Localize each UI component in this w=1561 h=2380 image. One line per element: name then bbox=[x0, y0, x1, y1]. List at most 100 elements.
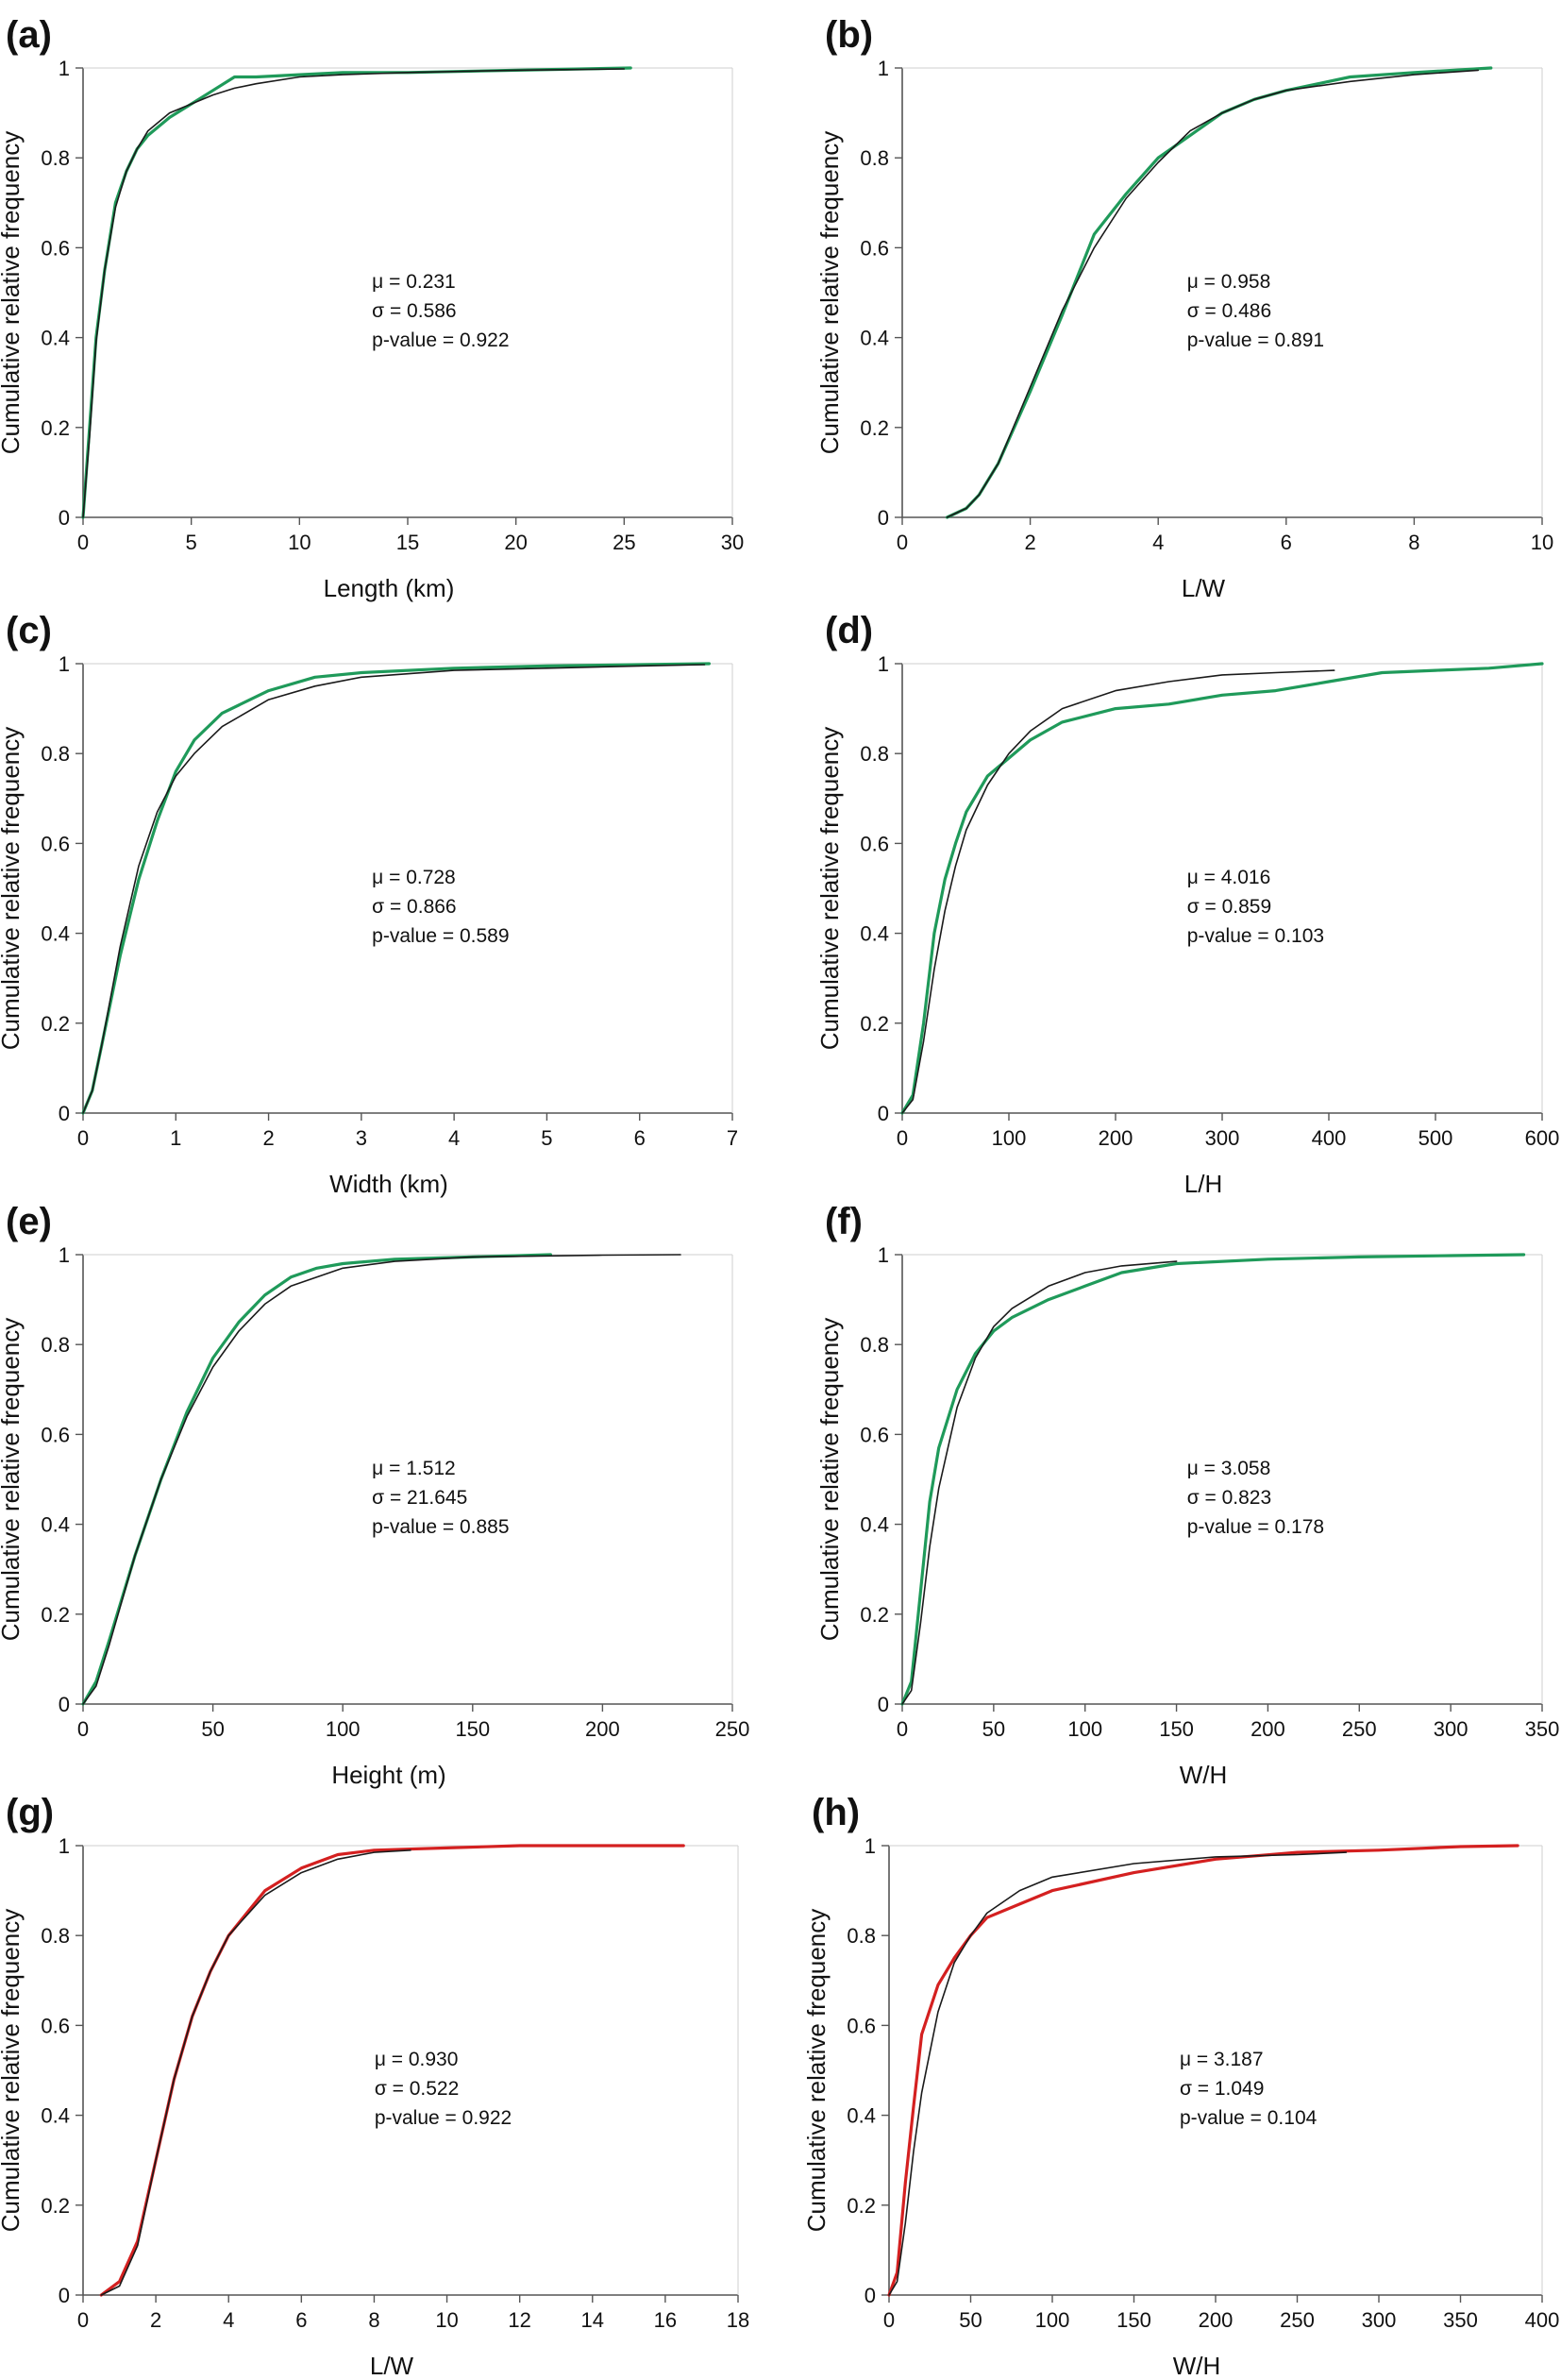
x-tick-label: 20 bbox=[504, 531, 527, 554]
y-tick-label: 0.4 bbox=[41, 922, 70, 946]
y-tick-label: 0.2 bbox=[860, 1603, 889, 1627]
x-tick-label: 500 bbox=[1418, 1126, 1453, 1150]
y-tick-label: 0 bbox=[59, 2284, 70, 2307]
y-tick-label: 0 bbox=[59, 1102, 70, 1125]
stat-line: σ = 0.866 bbox=[372, 896, 456, 918]
y-tick-label: 1 bbox=[864, 1834, 876, 1858]
x-tick-label: 600 bbox=[1525, 1126, 1560, 1150]
y-tick-label: 0.6 bbox=[860, 832, 889, 855]
y-tick-label: 0.2 bbox=[41, 2194, 70, 2218]
stat-line: σ = 1.049 bbox=[1180, 2078, 1264, 2100]
y-tick-label: 0.8 bbox=[41, 742, 70, 766]
y-tick-label: 0.4 bbox=[860, 1513, 889, 1537]
x-tick-label: 8 bbox=[1408, 531, 1419, 554]
x-axis-title: Width (km) bbox=[329, 1170, 448, 1198]
x-axis-title: Length (km) bbox=[324, 574, 455, 602]
x-tick-label: 400 bbox=[1525, 2308, 1560, 2332]
observed-cdf-line bbox=[887, 1844, 1519, 2297]
x-tick-label: 100 bbox=[1035, 2308, 1070, 2332]
x-tick-label: 7 bbox=[727, 1126, 738, 1150]
panel-g: (g) 0 2 4 6 8 10 12 14 16 18 0 0.2 0.4 0.6 0.8 1 L/W Cumul… bbox=[0, 1792, 749, 2380]
panel-letter: (b) bbox=[825, 14, 873, 56]
stat-line: σ = 0.486 bbox=[1187, 300, 1271, 322]
x-tick-label: 300 bbox=[1205, 1126, 1240, 1150]
y-tick-label: 0.8 bbox=[860, 146, 889, 170]
y-tick-label: 1 bbox=[878, 1243, 889, 1267]
x-tick-label: 400 bbox=[1312, 1126, 1347, 1150]
y-tick-label: 0.6 bbox=[41, 1423, 70, 1446]
panel-c: (c) 0 1 2 3 4 5 6 7 0 0.2 0.4 0.6 0.8 1 Width (km) Cumul… bbox=[0, 610, 738, 1198]
y-tick-label: 0 bbox=[59, 506, 70, 530]
x-tick-label: 350 bbox=[1443, 2308, 1478, 2332]
stat-line: μ = 0.958 bbox=[1187, 271, 1271, 293]
y-tick-label: 0.6 bbox=[41, 236, 70, 260]
fitted-cdf-line bbox=[901, 1260, 1178, 1705]
y-tick-label: 1 bbox=[59, 1834, 70, 1858]
y-tick-label: 0 bbox=[59, 1693, 70, 1716]
x-tick-label: 5 bbox=[186, 531, 197, 554]
x-tick-label: 200 bbox=[1099, 1126, 1133, 1150]
y-tick-label: 0.6 bbox=[847, 2014, 876, 2037]
panel-letter: (g) bbox=[6, 1792, 54, 1833]
stat-line: p-value = 0.922 bbox=[372, 329, 509, 351]
x-tick-label: 100 bbox=[1067, 1717, 1102, 1741]
x-tick-label: 150 bbox=[455, 1717, 490, 1741]
y-tick-label: 0 bbox=[878, 1102, 889, 1125]
panel-letter: (h) bbox=[812, 1792, 860, 1833]
y-tick-label: 0.6 bbox=[860, 236, 889, 260]
y-tick-label: 0.4 bbox=[860, 327, 889, 350]
x-tick-label: 50 bbox=[982, 1717, 1005, 1741]
panel-a: (a) 0 5 10 15 20 25 30 0 0.2 0.4 0.6 0.8 1 Length (km)… bbox=[0, 14, 744, 602]
x-tick-label: 300 bbox=[1362, 2308, 1397, 2332]
y-tick-label: 0.6 bbox=[860, 1423, 889, 1446]
x-tick-label: 30 bbox=[721, 531, 744, 554]
fitted-cdf-line bbox=[82, 1254, 681, 1705]
x-tick-label: 16 bbox=[654, 2308, 677, 2332]
panel-e: (e) 0 50 100 150 200 250 0 0.2 0.4 0.6 0.8 1 Height (… bbox=[0, 1201, 749, 1789]
observed-cdf-line bbox=[81, 1253, 553, 1706]
x-tick-label: 10 bbox=[435, 2308, 458, 2332]
y-tick-label: 0.8 bbox=[41, 1333, 70, 1357]
fitted-cdf-line bbox=[946, 69, 1479, 518]
stat-line: p-value = 0.104 bbox=[1180, 2107, 1318, 2129]
y-tick-label: 0.8 bbox=[860, 1333, 889, 1357]
y-tick-label: 0.4 bbox=[847, 2104, 876, 2128]
x-tick-label: 2 bbox=[1024, 531, 1035, 554]
stat-line: p-value = 0.103 bbox=[1187, 925, 1324, 947]
y-tick-label: 1 bbox=[878, 652, 889, 676]
y-axis-title: Cumulative relative frequency bbox=[0, 1909, 25, 2233]
stat-line: σ = 0.522 bbox=[375, 2078, 459, 2100]
x-tick-label: 2 bbox=[262, 1126, 274, 1150]
stat-line: p-value = 0.589 bbox=[372, 925, 509, 947]
stat-line: μ = 4.016 bbox=[1187, 867, 1271, 888]
x-tick-label: 50 bbox=[959, 2308, 982, 2332]
y-axis-title: Cumulative relative frequency bbox=[815, 1318, 844, 1642]
y-tick-label: 0.2 bbox=[847, 2194, 876, 2218]
x-tick-label: 250 bbox=[1280, 2308, 1315, 2332]
x-tick-label: 10 bbox=[1531, 531, 1553, 554]
y-tick-label: 0.4 bbox=[860, 922, 889, 946]
y-tick-label: 0.6 bbox=[41, 832, 70, 855]
x-tick-label: 100 bbox=[326, 1717, 361, 1741]
x-tick-label: 250 bbox=[1342, 1717, 1377, 1741]
y-tick-label: 0 bbox=[878, 1693, 889, 1716]
x-tick-label: 4 bbox=[223, 2308, 234, 2332]
y-axis-title: Cumulative relative frequency bbox=[815, 727, 844, 1051]
x-tick-label: 15 bbox=[396, 531, 419, 554]
fitted-cdf-line bbox=[100, 1849, 411, 2296]
y-tick-label: 0.2 bbox=[860, 416, 889, 440]
fitted-cdf-line bbox=[888, 1851, 1348, 2296]
x-tick-label: 0 bbox=[77, 531, 89, 554]
x-tick-label: 14 bbox=[581, 2308, 604, 2332]
x-axis-title: L/W bbox=[1182, 574, 1226, 602]
x-tick-label: 0 bbox=[883, 2308, 895, 2332]
stat-line: p-value = 0.922 bbox=[375, 2107, 512, 2129]
x-tick-label: 0 bbox=[77, 2308, 89, 2332]
panel-letter: (c) bbox=[6, 610, 52, 651]
panel-f: (f) 0 50 100 150 200 250 300 350 0 0.2 0.4 0.6 0.8 1 W/… bbox=[815, 1201, 1559, 1789]
y-axis-title: Cumulative relative frequency bbox=[815, 131, 844, 455]
x-tick-label: 12 bbox=[508, 2308, 530, 2332]
observed-cdf-line bbox=[81, 662, 712, 1115]
fitted-cdf-line bbox=[82, 68, 626, 518]
